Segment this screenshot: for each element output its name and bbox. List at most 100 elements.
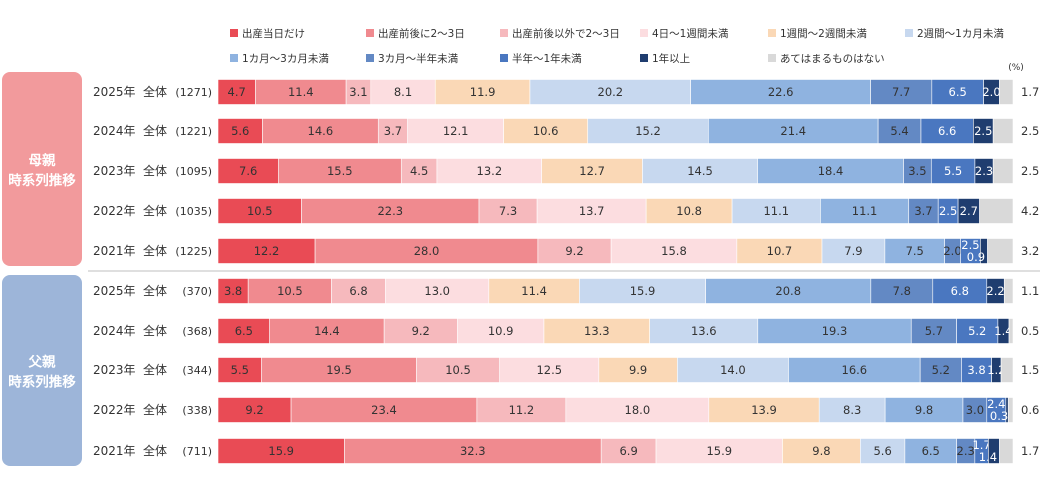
bar-segment-1カ月-3カ月未満 bbox=[705, 278, 872, 304]
bar-segment-半年-1年未満 bbox=[932, 278, 988, 304]
bar-value-label: 5.2 bbox=[968, 324, 986, 338]
bar-value-label: 13.9 bbox=[751, 403, 777, 417]
row-sample-size: (1095) bbox=[175, 165, 212, 178]
bar-segment-出産当日だけ bbox=[217, 278, 249, 304]
bar-value-label: 6.8 bbox=[951, 284, 969, 298]
bar-segment-4日-1週間未満 bbox=[610, 238, 738, 264]
bar-value-label: 0.9 bbox=[967, 250, 985, 264]
bar-row-mother-2022年: 2022年 全体 (1035) 10.5 22.3 7.3 13.7 10.8 11.1 11.1… bbox=[93, 198, 1039, 224]
bar-segment-2週間-1カ月未満 bbox=[818, 397, 886, 423]
bar-value-label: 13.0 bbox=[424, 284, 450, 298]
bar-segment-半年-1年未満 bbox=[931, 79, 984, 105]
bar-segment-1カ月-3カ月未満 bbox=[904, 438, 957, 464]
bar-value-label: 3.7 bbox=[914, 204, 932, 218]
bar-value-label: 19.3 bbox=[822, 324, 848, 338]
unit-label: (%) bbox=[1008, 63, 1024, 73]
bar-segment-出産前後以外で2-3日 bbox=[377, 118, 408, 144]
bar-value-label: 2.5 bbox=[1021, 124, 1039, 138]
bar-value-label: 3.7 bbox=[384, 124, 402, 138]
legend-swatch bbox=[640, 54, 648, 62]
legend-item-7: 1カ月～3カ月未満 bbox=[230, 53, 329, 65]
bar-value-label: 4.2 bbox=[1021, 204, 1039, 218]
bar-value-label: 0.6 bbox=[1021, 403, 1039, 417]
bar-value-label: 10.5 bbox=[277, 284, 303, 298]
bar-segment-あてはまるものはない bbox=[1000, 357, 1014, 383]
bar-value-label: 5.2 bbox=[932, 363, 950, 377]
bar-value-label: 9.2 bbox=[565, 244, 583, 258]
bar-segment-出産当日だけ bbox=[217, 118, 263, 144]
row-segment-label: 全体 bbox=[143, 243, 167, 258]
bar-value-label: 14.0 bbox=[720, 363, 746, 377]
legend-label: 1年以上 bbox=[652, 52, 690, 65]
bar-value-label: 1.4 bbox=[979, 450, 997, 464]
bar-value-label: 2.0 bbox=[982, 85, 1000, 99]
row-segment-label: 全体 bbox=[143, 443, 167, 458]
bar-segment-あてはまるものはない bbox=[992, 118, 1014, 144]
bar-value-label: 15.9 bbox=[706, 444, 732, 458]
bar-row-father-2025年: 2025年 全体 (370) 3.8 10.5 6.8 13.0 11.4 15.9 20.8 7.… bbox=[93, 278, 1039, 304]
legend-item-6: 2週間～1カ月未満 bbox=[905, 28, 1004, 40]
legend-label: 3カ月～半年未満 bbox=[378, 52, 459, 65]
row-year-label: 2025年 bbox=[93, 284, 136, 298]
bar-segment-出産前後以外で2-3日 bbox=[345, 79, 372, 105]
bar-value-label: 1.7 bbox=[1021, 85, 1039, 99]
bar-value-label: 16.6 bbox=[842, 363, 868, 377]
bar-segment-出産当日だけ bbox=[217, 198, 302, 224]
bar-row-mother-2021年: 2021年 全体 (1225) 12.2 28.0 9.2 15.8 10.7 7.9 7.5 2.… bbox=[93, 238, 1039, 264]
bar-value-label: 9.9 bbox=[629, 363, 647, 377]
bar-segment-3カ月-半年未満 bbox=[903, 158, 932, 184]
bar-segment-あてはまるものはない bbox=[987, 238, 1014, 264]
bar-value-label: 6.9 bbox=[619, 444, 637, 458]
bar-segment-あてはまるものはない bbox=[999, 438, 1014, 464]
bar-value-label: 11.4 bbox=[288, 85, 314, 99]
legend-label: 出産前後以外で2～3日 bbox=[512, 27, 620, 40]
bar-segment-出産前後に2-3日 bbox=[255, 79, 347, 105]
row-segment-label: 全体 bbox=[143, 84, 167, 99]
row-year-label: 2022年 bbox=[93, 204, 136, 218]
row-sample-size: (344) bbox=[182, 364, 212, 377]
bar-value-label: 2.5 bbox=[961, 238, 979, 252]
bar-value-label: 13.6 bbox=[691, 324, 717, 338]
bar-value-label: 10.8 bbox=[676, 204, 702, 218]
bar-segment-2週間-1カ月未満 bbox=[677, 357, 789, 383]
bar-segment-4日-1週間未満 bbox=[385, 278, 490, 304]
legend-swatch bbox=[768, 29, 776, 37]
bar-value-label: 6.5 bbox=[235, 324, 253, 338]
bar-segment-出産当日だけ bbox=[217, 238, 316, 264]
bar-segment-4日-1週間未満 bbox=[536, 198, 647, 224]
bar-value-label: 5.6 bbox=[873, 444, 891, 458]
bar-value-label: 22.3 bbox=[377, 204, 403, 218]
row-year-label: 2021年 bbox=[93, 444, 136, 458]
bar-value-label: 9.2 bbox=[245, 403, 263, 417]
bar-value-label: 8.3 bbox=[843, 403, 861, 417]
bar-value-label: 1.7 bbox=[972, 438, 990, 452]
bar-value-label: 0.5 bbox=[1021, 324, 1039, 338]
bar-segment-2週間-1カ月未満 bbox=[642, 158, 758, 184]
legend-swatch bbox=[366, 54, 374, 62]
bar-value-label: 1.7 bbox=[1021, 444, 1039, 458]
bar-value-label: 3.8 bbox=[224, 284, 242, 298]
row-segment-label: 全体 bbox=[143, 283, 167, 298]
bar-segment-半年-1年未満 bbox=[930, 158, 976, 184]
group-label-line2: 時系列推移 bbox=[8, 172, 76, 189]
legend-label: 半年～1年未満 bbox=[512, 52, 582, 65]
legend-swatch bbox=[768, 54, 776, 62]
legend-item-3: 出産前後以外で2～3日 bbox=[500, 27, 620, 40]
bar-value-label: 9.8 bbox=[915, 403, 933, 417]
bar-value-label: 7.3 bbox=[499, 204, 517, 218]
bar-segment-1週間-2週間未満 bbox=[645, 198, 733, 224]
legend-label: あてはまるものはない bbox=[780, 53, 885, 65]
row-year-label: 2023年 bbox=[93, 363, 136, 377]
bar-value-label: 0.3 bbox=[990, 409, 1008, 423]
bar-segment-出産前後以外で2-3日 bbox=[537, 238, 612, 264]
bar-segment-あてはまるものはない bbox=[999, 79, 1014, 105]
row-sample-size: (1221) bbox=[175, 125, 212, 138]
legend-label: 2週間～1カ月未満 bbox=[917, 28, 1004, 40]
bar-segment-3カ月-半年未満 bbox=[877, 118, 922, 144]
bar-value-label: 11.2 bbox=[509, 403, 535, 417]
bar-value-label: 15.9 bbox=[268, 444, 294, 458]
legend-item-10: 1年以上 bbox=[640, 52, 690, 65]
bar-value-label: 2.5 bbox=[1021, 164, 1039, 178]
legend-swatch bbox=[500, 54, 508, 62]
